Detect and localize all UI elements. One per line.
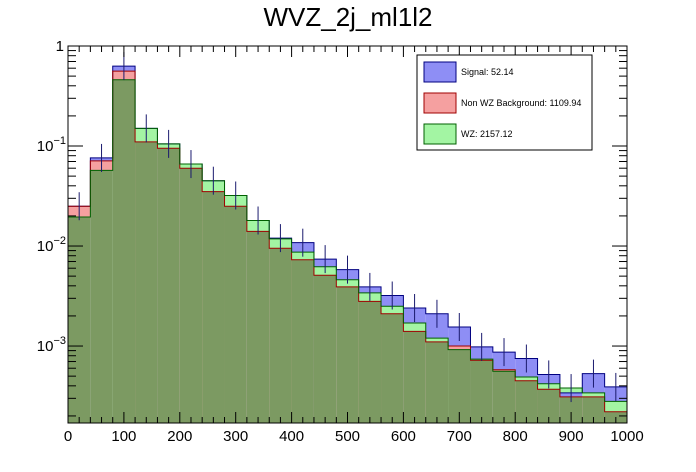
- y-tick-label: 1: [56, 38, 64, 55]
- legend-label-signal: Signal: 52.14: [461, 67, 514, 77]
- bar-overlap: [291, 259, 314, 423]
- bar-overlap: [202, 191, 225, 423]
- bar-overlap: [425, 341, 449, 423]
- bar-overlap: [179, 168, 203, 423]
- y-tick-label: 10−2: [37, 235, 66, 255]
- x-tick-label: 1000: [610, 428, 643, 445]
- legend: Signal: 52.14 Non WZ Background: 1109.94…: [416, 54, 593, 151]
- legend-swatch-signal: [423, 61, 457, 83]
- x-tick-label: 800: [503, 428, 528, 445]
- legend-label-non-wz-background: Non WZ Background: 1109.94: [461, 98, 581, 108]
- bar-overlap: [246, 231, 270, 423]
- x-tick-label: 500: [335, 428, 360, 445]
- bar-overlap: [135, 141, 158, 424]
- bar-overlap: [492, 371, 516, 423]
- bar-overlap: [582, 396, 605, 423]
- bar-overlap: [537, 389, 560, 423]
- bar-overlap: [112, 79, 136, 423]
- y-tick-label: 10−1: [37, 135, 66, 155]
- chart-title: WVZ_2j_ml1l2: [263, 2, 432, 32]
- outline-non-wz-background: [68, 70, 627, 413]
- x-tick-label: 600: [391, 428, 416, 445]
- bar-overlap: [559, 396, 583, 423]
- legend-swatch-non-wz-background: [423, 92, 457, 114]
- bar-overlap: [358, 301, 382, 423]
- x-tick-label: 900: [559, 428, 584, 445]
- y-axis: 1 10−1 10−2 10−3: [37, 38, 627, 417]
- legend-swatch-wz: [423, 123, 457, 145]
- bar-overlap: [313, 275, 337, 423]
- bar-overlap: [403, 331, 426, 423]
- x-tick-label: 0: [64, 428, 72, 445]
- bar-overlap: [336, 286, 359, 423]
- y-tick-label: 10−3: [37, 335, 66, 355]
- bar-overlap: [470, 360, 493, 423]
- bar-overlap: [68, 217, 91, 423]
- x-tick-label: 300: [223, 428, 248, 445]
- x-axis: 0 100 200 300 400 500 600 700 800 900 1000: [64, 46, 644, 445]
- bar-overlap: [224, 206, 247, 423]
- x-tick-label: 100: [111, 428, 136, 445]
- bar-overlap: [157, 148, 180, 423]
- bar-overlap: [381, 313, 404, 423]
- bar-overlap: [515, 380, 538, 423]
- x-tick-label: 200: [167, 428, 192, 445]
- plot-area: [68, 52, 627, 424]
- bar-overlap: [269, 248, 292, 423]
- x-tick-label: 700: [447, 428, 472, 445]
- x-tick-label: 400: [279, 428, 304, 445]
- legend-label-wz: WZ: 2157.12: [461, 129, 513, 139]
- bar-overlap: [448, 349, 471, 423]
- bar-overlap: [90, 170, 113, 423]
